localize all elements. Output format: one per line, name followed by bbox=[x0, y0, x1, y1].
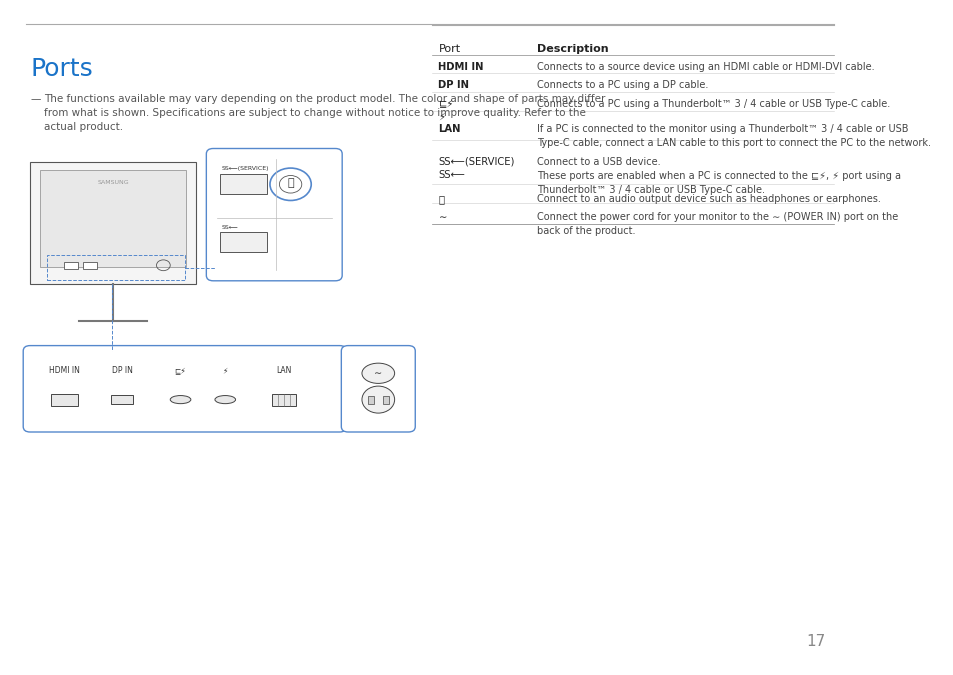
Text: Connect to an audio output device such as headphones or earphones.: Connect to an audio output device such a… bbox=[537, 194, 881, 204]
Text: SS⟵(SERVICE): SS⟵(SERVICE) bbox=[222, 166, 269, 171]
Bar bbox=[272, 394, 295, 406]
Text: Connects to a PC using a DP cable.: Connects to a PC using a DP cable. bbox=[537, 80, 708, 90]
Ellipse shape bbox=[361, 363, 395, 383]
Text: LAN: LAN bbox=[438, 124, 460, 134]
FancyBboxPatch shape bbox=[206, 148, 342, 281]
Text: ⊑⚡
⚡: ⊑⚡ ⚡ bbox=[438, 99, 454, 122]
Text: If a PC is connected to the monitor using a Thunderbolt™ 3 / 4 cable or USB
Type: If a PC is connected to the monitor usin… bbox=[537, 124, 930, 148]
Text: SS⟵: SS⟵ bbox=[222, 225, 238, 230]
Text: SAMSUNG: SAMSUNG bbox=[97, 180, 129, 185]
Text: LAN: LAN bbox=[275, 366, 291, 375]
Text: Ports: Ports bbox=[30, 57, 92, 82]
Text: Port: Port bbox=[438, 44, 460, 54]
Ellipse shape bbox=[170, 396, 191, 404]
Text: —: — bbox=[30, 95, 40, 105]
Bar bbox=[111, 395, 133, 404]
Bar bbox=[368, 396, 374, 404]
Text: HDMI IN: HDMI IN bbox=[49, 366, 80, 375]
Bar bbox=[220, 174, 267, 194]
Text: DP IN: DP IN bbox=[112, 366, 132, 375]
Text: Description: Description bbox=[537, 44, 608, 54]
Bar bbox=[83, 262, 97, 269]
Text: ∼: ∼ bbox=[374, 369, 382, 378]
FancyBboxPatch shape bbox=[23, 346, 346, 432]
Text: DP IN: DP IN bbox=[438, 80, 469, 90]
Text: ∼: ∼ bbox=[438, 212, 446, 222]
Text: 🎧: 🎧 bbox=[438, 194, 444, 204]
Text: The functions available may vary depending on the product model. The color and s: The functions available may vary dependi… bbox=[44, 95, 604, 132]
Text: Connect the power cord for your monitor to the ∼ (POWER IN) port on the
back of : Connect the power cord for your monitor … bbox=[537, 212, 898, 236]
FancyBboxPatch shape bbox=[30, 162, 195, 284]
Bar bbox=[382, 396, 388, 404]
Text: ⊑⚡: ⊑⚡ bbox=[174, 366, 186, 375]
Bar bbox=[51, 394, 78, 406]
FancyBboxPatch shape bbox=[40, 170, 186, 267]
Bar bbox=[65, 262, 78, 269]
Ellipse shape bbox=[214, 396, 235, 404]
Text: Connects to a source device using an HDMI cable or HDMI-DVI cable.: Connects to a source device using an HDM… bbox=[537, 62, 874, 72]
Ellipse shape bbox=[361, 386, 395, 413]
FancyBboxPatch shape bbox=[341, 346, 415, 432]
Bar bbox=[220, 232, 267, 252]
Text: SS⟵(SERVICE)
SS⟵: SS⟵(SERVICE) SS⟵ bbox=[438, 157, 515, 180]
Text: ⚡: ⚡ bbox=[222, 366, 228, 375]
Text: 🎧: 🎧 bbox=[287, 178, 294, 188]
Text: Connects to a PC using a Thunderbolt™ 3 / 4 cable or USB Type-C cable.: Connects to a PC using a Thunderbolt™ 3 … bbox=[537, 99, 890, 109]
Text: 17: 17 bbox=[805, 634, 824, 649]
Text: Connect to a USB device.
These ports are enabled when a PC is connected to the ⊑: Connect to a USB device. These ports are… bbox=[537, 157, 901, 194]
Text: HDMI IN: HDMI IN bbox=[438, 62, 483, 72]
